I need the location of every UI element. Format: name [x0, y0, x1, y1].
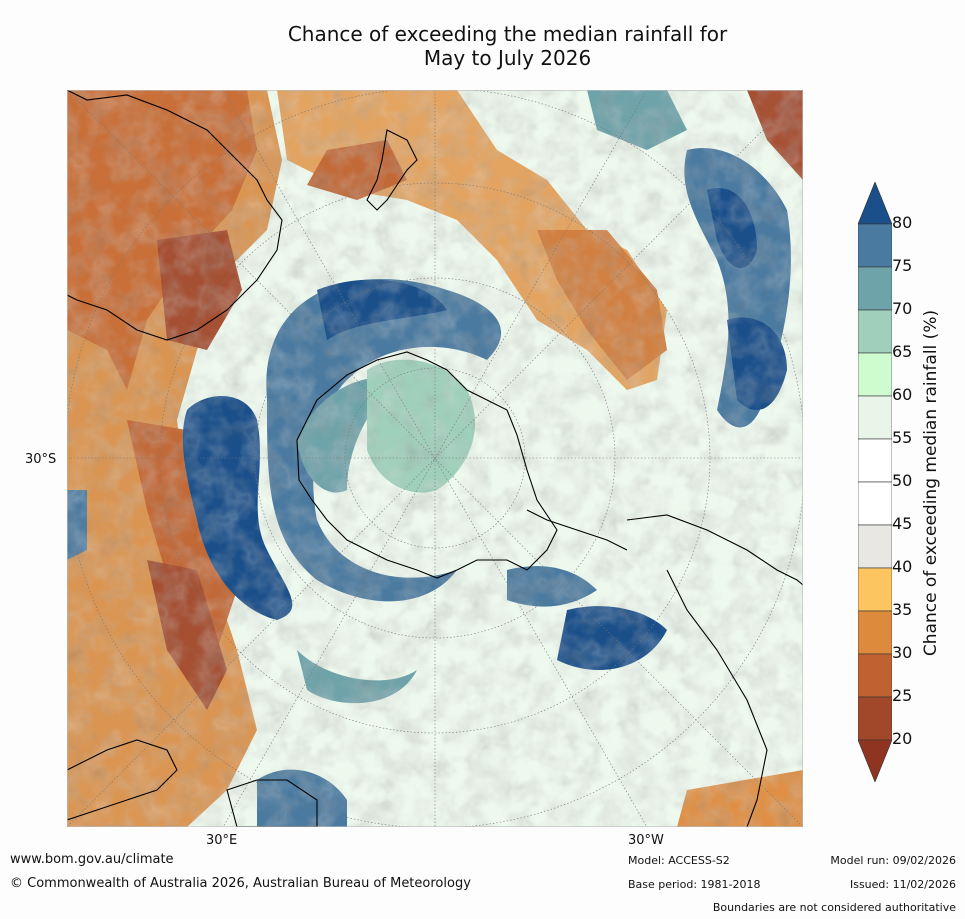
title-line-2: May to July 2026 [423, 46, 592, 70]
colorbar-segment [857, 438, 893, 483]
colorbar-extend-bottom [857, 739, 893, 783]
lat-label-30s: 30°S [25, 452, 57, 467]
colorbar-tick-label: 75 [892, 256, 913, 275]
graticule [67, 90, 803, 827]
colorbar-tick-label: 45 [892, 514, 913, 533]
colorbar-tick-label: 60 [892, 385, 913, 404]
colorbar-segment [857, 395, 893, 440]
colorbar-segment [857, 653, 893, 698]
model-run-date: Model run: 09/02/2026 [830, 854, 956, 867]
colorbar-tick-label: 40 [892, 557, 913, 576]
colorbar-tick-label: 20 [892, 729, 913, 748]
colorbar-label: Chance of exceeding median rainfall (%) [921, 309, 941, 657]
south-america-coastline [626, 514, 803, 827]
title-line-1: Chance of exceeding the median rainfall … [287, 22, 728, 46]
south-africa-coastline [67, 739, 178, 821]
colorbar-segment [857, 567, 893, 612]
colorbar-tick-label: 25 [892, 686, 913, 705]
madagascar-coastline [226, 779, 318, 827]
model-name: Model: ACCESS-S2 [628, 854, 730, 867]
colorbar [857, 181, 893, 786]
colorbar-tick-label: 70 [892, 299, 913, 318]
colorbar-segment [857, 524, 893, 569]
antarctic-peninsula-coastline [526, 509, 628, 551]
colorbar-tick-label: 65 [892, 342, 913, 361]
rainfall-map[interactable] [67, 90, 803, 827]
colorbar-segment [857, 309, 893, 354]
map-title: Chance of exceeding the median rainfall … [0, 22, 965, 70]
colorbar-segment [857, 481, 893, 526]
new-zealand-coastline [366, 129, 418, 211]
colorbar-segment [857, 696, 893, 741]
colorbar-tick-label: 50 [892, 471, 913, 490]
lon-label-30e: 30°E [206, 833, 238, 848]
colorbar-tick-label: 80 [892, 213, 913, 232]
base-period: Base period: 1981-2018 [628, 878, 761, 891]
colorbar-extend-top [857, 181, 893, 225]
colorbar-segment [857, 610, 893, 655]
lon-label-30w: 30°W [628, 833, 664, 848]
colorbar-segment [857, 266, 893, 311]
website-link[interactable]: www.bom.gov.au/climate [10, 852, 174, 867]
issued-date: Issued: 11/02/2026 [849, 878, 956, 891]
colorbar-tick-label: 55 [892, 428, 913, 447]
coastlines [67, 90, 803, 827]
colorbar-segment [857, 223, 893, 268]
australia-coastline [67, 90, 283, 341]
copyright-text: © Commonwealth of Australia 2026, Austra… [10, 876, 471, 891]
colorbar-tick-label: 30 [892, 643, 913, 662]
antarctica-coastline [296, 351, 558, 579]
colorbar-segment [857, 352, 893, 397]
boundaries-disclaimer: Boundaries are not considered authoritat… [712, 901, 956, 914]
colorbar-tick-label: 35 [892, 600, 913, 619]
